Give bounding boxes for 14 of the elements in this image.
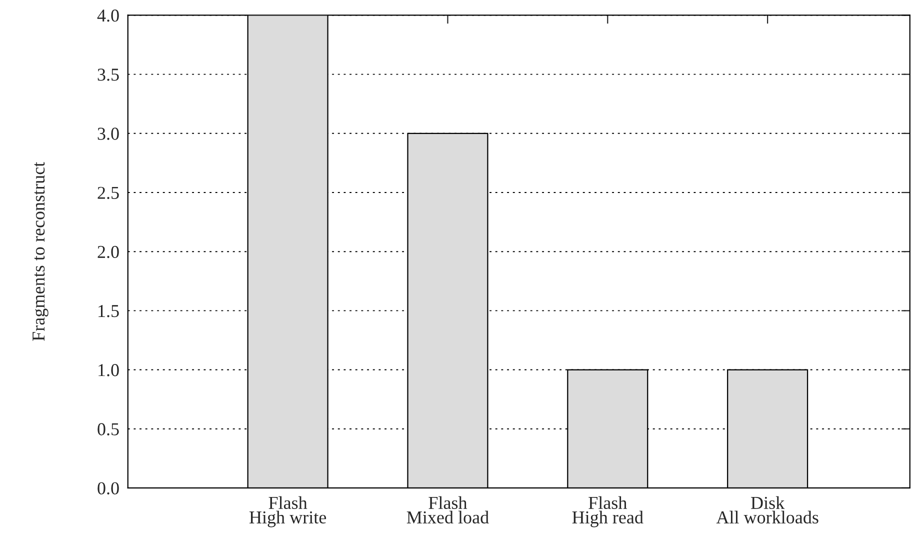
y-tick-label: 1.0 [98, 364, 119, 376]
y-tick-label: 0.5 [98, 423, 119, 436]
y-tick-label: 2.0 [98, 246, 119, 258]
y-axis-title: Fragments to reconstruct [32, 162, 48, 341]
y-tick-label: 1.5 [98, 305, 119, 318]
x-tick-label: Disk All workloads [716, 496, 818, 524]
y-tick-label: 4.0 [97, 9, 119, 22]
x-tick-label: Flash Mixed load [406, 496, 489, 524]
y-tick-label: 3.0 [98, 128, 119, 140]
y-tick-label: 2.5 [98, 186, 119, 200]
y-tick-label: 3.5 [98, 68, 119, 81]
y-tick-label: 0.0 [98, 482, 119, 494]
x-tick-label: Flash High read [572, 496, 644, 528]
x-tick-label: Flash High write [249, 496, 326, 528]
